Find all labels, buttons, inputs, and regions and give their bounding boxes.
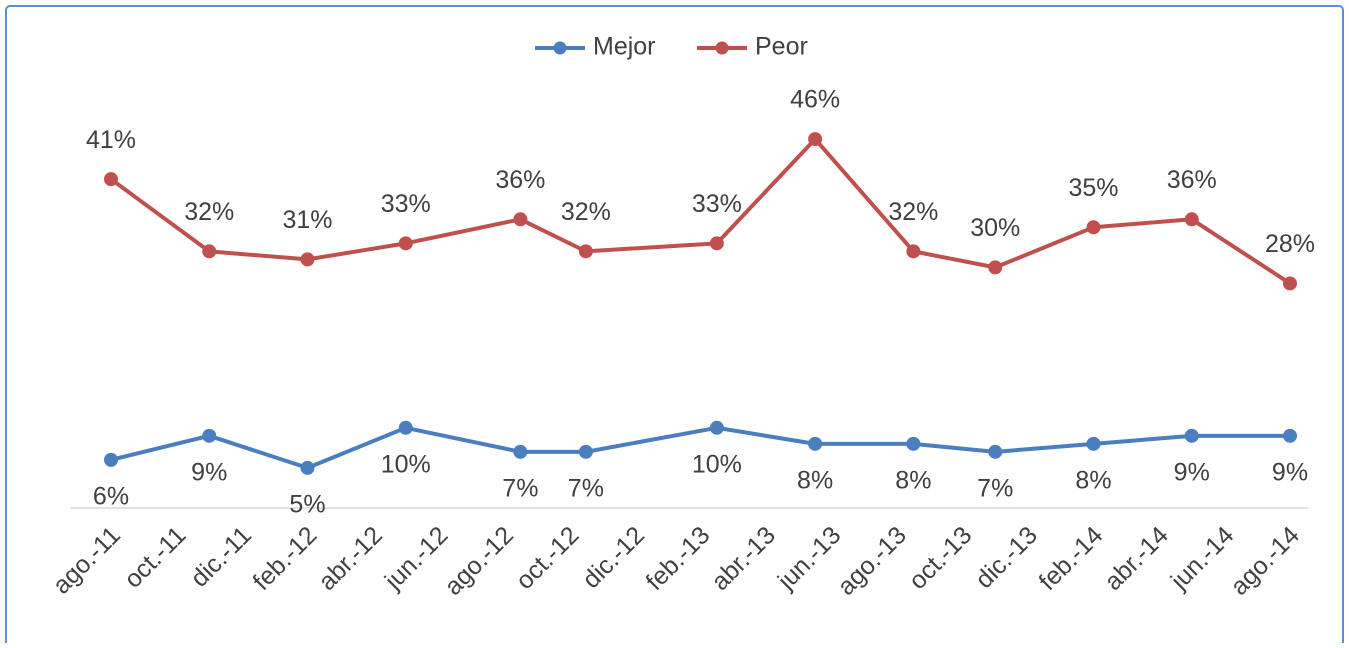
data-point [202, 428, 217, 443]
data-point [1184, 428, 1199, 443]
data-label: 9% [191, 458, 227, 486]
data-point [1086, 220, 1101, 235]
data-point [906, 436, 921, 451]
data-label: 32% [184, 198, 234, 226]
data-point [1184, 212, 1199, 227]
data-point [104, 172, 118, 187]
data-point [808, 132, 823, 147]
data-point [906, 244, 921, 259]
data-label: 36% [495, 166, 545, 194]
data-point [709, 236, 724, 251]
data-label: 36% [1167, 166, 1217, 194]
legend-marker [553, 41, 567, 55]
data-point [202, 244, 217, 259]
data-point [578, 444, 593, 459]
data-label: 32% [888, 198, 938, 226]
data-point [1086, 436, 1101, 451]
data-label: 7% [977, 474, 1013, 502]
legend-label: Peor [755, 33, 808, 61]
legend-label: Mejor [593, 33, 656, 61]
data-label: 33% [692, 190, 742, 218]
data-label: 7% [502, 474, 538, 502]
data-point [513, 212, 528, 227]
data-point [513, 444, 528, 459]
data-point [300, 252, 315, 267]
chart-border [5, 5, 1344, 648]
data-label: 7% [568, 474, 604, 502]
data-point [988, 260, 1003, 275]
data-label: 10% [692, 450, 742, 478]
data-label: 33% [381, 190, 431, 218]
data-point [1283, 276, 1297, 291]
data-point [104, 452, 118, 467]
data-label: 32% [561, 198, 611, 226]
data-label: 41% [86, 126, 136, 154]
data-point [1283, 428, 1297, 443]
data-label: 31% [282, 206, 332, 234]
data-label: 5% [289, 491, 325, 519]
data-label: 9% [1174, 458, 1210, 486]
data-label: 9% [1272, 458, 1308, 486]
legend-marker [715, 41, 729, 55]
data-label: 8% [797, 466, 833, 494]
data-label: 46% [790, 86, 840, 114]
data-point [709, 420, 724, 435]
data-label: 10% [381, 450, 431, 478]
data-point [398, 236, 413, 251]
data-point [808, 436, 823, 451]
data-label: 35% [1068, 174, 1118, 202]
data-label: 8% [895, 466, 931, 494]
data-point [988, 444, 1003, 459]
data-point [398, 420, 413, 435]
data-label: 28% [1265, 230, 1315, 258]
data-point [578, 244, 593, 259]
data-label: 8% [1075, 466, 1111, 494]
data-label: 30% [970, 214, 1020, 242]
data-point [300, 460, 315, 475]
data-label: 6% [93, 482, 129, 510]
